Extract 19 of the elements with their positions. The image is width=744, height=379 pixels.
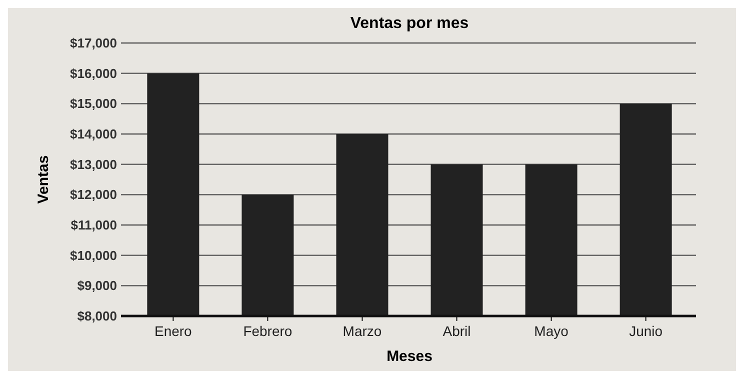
y-tick-label: $15,000: [70, 96, 117, 112]
x-tick-label: Abril: [442, 323, 471, 339]
y-tick-label: $14,000: [70, 126, 117, 142]
y-axis-title: Ventas: [35, 155, 52, 204]
y-tick-label: $16,000: [70, 66, 117, 81]
x-tick-label: Junio: [629, 323, 663, 339]
y-tick-label: $13,000: [70, 156, 117, 172]
x-tick-label: Mayo: [534, 323, 569, 339]
y-tick-label: $11,000: [70, 218, 117, 233]
y-tick-label: $9,000: [77, 278, 117, 294]
x-axis-title: Meses: [386, 348, 432, 365]
chart-title: Ventas por mes: [350, 15, 469, 32]
y-tick-label: $10,000: [70, 248, 117, 263]
y-tick-label: $8,000: [77, 308, 117, 324]
y-tick-label: $12,000: [70, 187, 117, 202]
x-tick-label: Enero: [154, 323, 192, 339]
x-tick-label: Marzo: [342, 323, 382, 339]
x-tick-label: Febrero: [243, 323, 292, 339]
y-tick-label: $17,000: [70, 36, 117, 51]
